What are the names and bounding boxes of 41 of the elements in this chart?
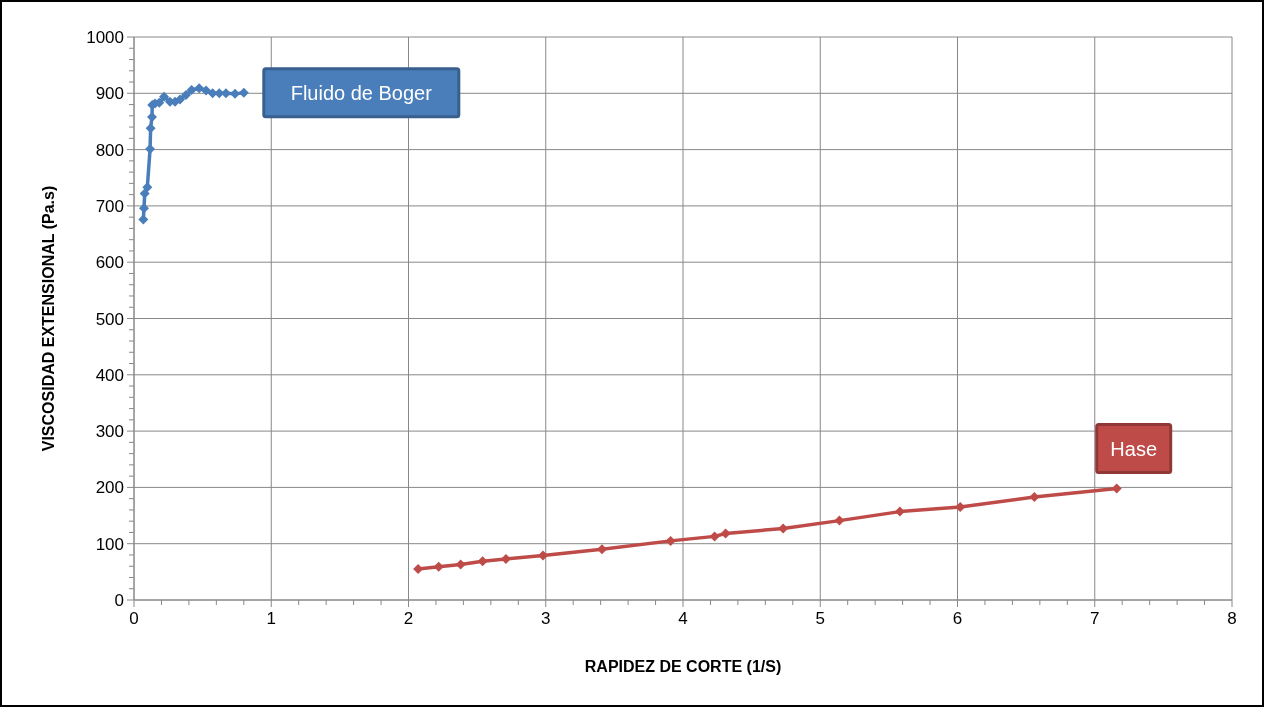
y-tick-label: 400 (95, 365, 124, 385)
y-tick-label: 0 (114, 591, 124, 610)
point (194, 83, 205, 94)
x-tick-label: 4 (678, 609, 688, 628)
y-tick-label: 600 (95, 253, 124, 273)
x-tick-label: 2 (403, 609, 414, 628)
point (142, 182, 153, 193)
point (201, 85, 212, 96)
point (455, 559, 466, 570)
y-tick-label: 500 (95, 309, 124, 329)
y-tick-label: 700 (95, 196, 124, 216)
y-tick-label: 900 (95, 84, 124, 104)
point (477, 556, 488, 567)
point (238, 87, 249, 98)
point (181, 89, 192, 100)
x-tick-label: 7 (1090, 609, 1100, 628)
y-tick-label: 200 (95, 478, 124, 498)
y-tick-label: 800 (95, 140, 124, 160)
y-tick-label: 1000 (86, 28, 124, 47)
y-tick-label: 100 (95, 534, 124, 554)
point (186, 84, 197, 95)
text: Fluido de Boger (290, 81, 433, 104)
point (834, 515, 845, 526)
point (433, 561, 444, 572)
x-tick-label: 1 (266, 609, 276, 628)
x-axis-title: RAPIDEZ DE CORTE (1/S) (584, 658, 782, 675)
x-tick-label: 0 (129, 609, 139, 628)
point (1029, 491, 1040, 502)
point (665, 535, 676, 546)
x-tick-label: 3 (541, 609, 551, 628)
x-tick-label: 5 (815, 609, 825, 628)
y-axis-title: VISCOSIDAD EXTENSIONAL (Pa.s) (40, 185, 57, 452)
point (778, 523, 789, 534)
point (159, 91, 170, 102)
point (709, 531, 720, 542)
point (894, 506, 905, 517)
x-tick-label: 6 (952, 609, 963, 628)
y-tick-label: 300 (95, 422, 124, 442)
x-tick-label: 8 (1227, 609, 1237, 628)
point (720, 528, 731, 539)
series-label: Hase (1110, 437, 1158, 460)
